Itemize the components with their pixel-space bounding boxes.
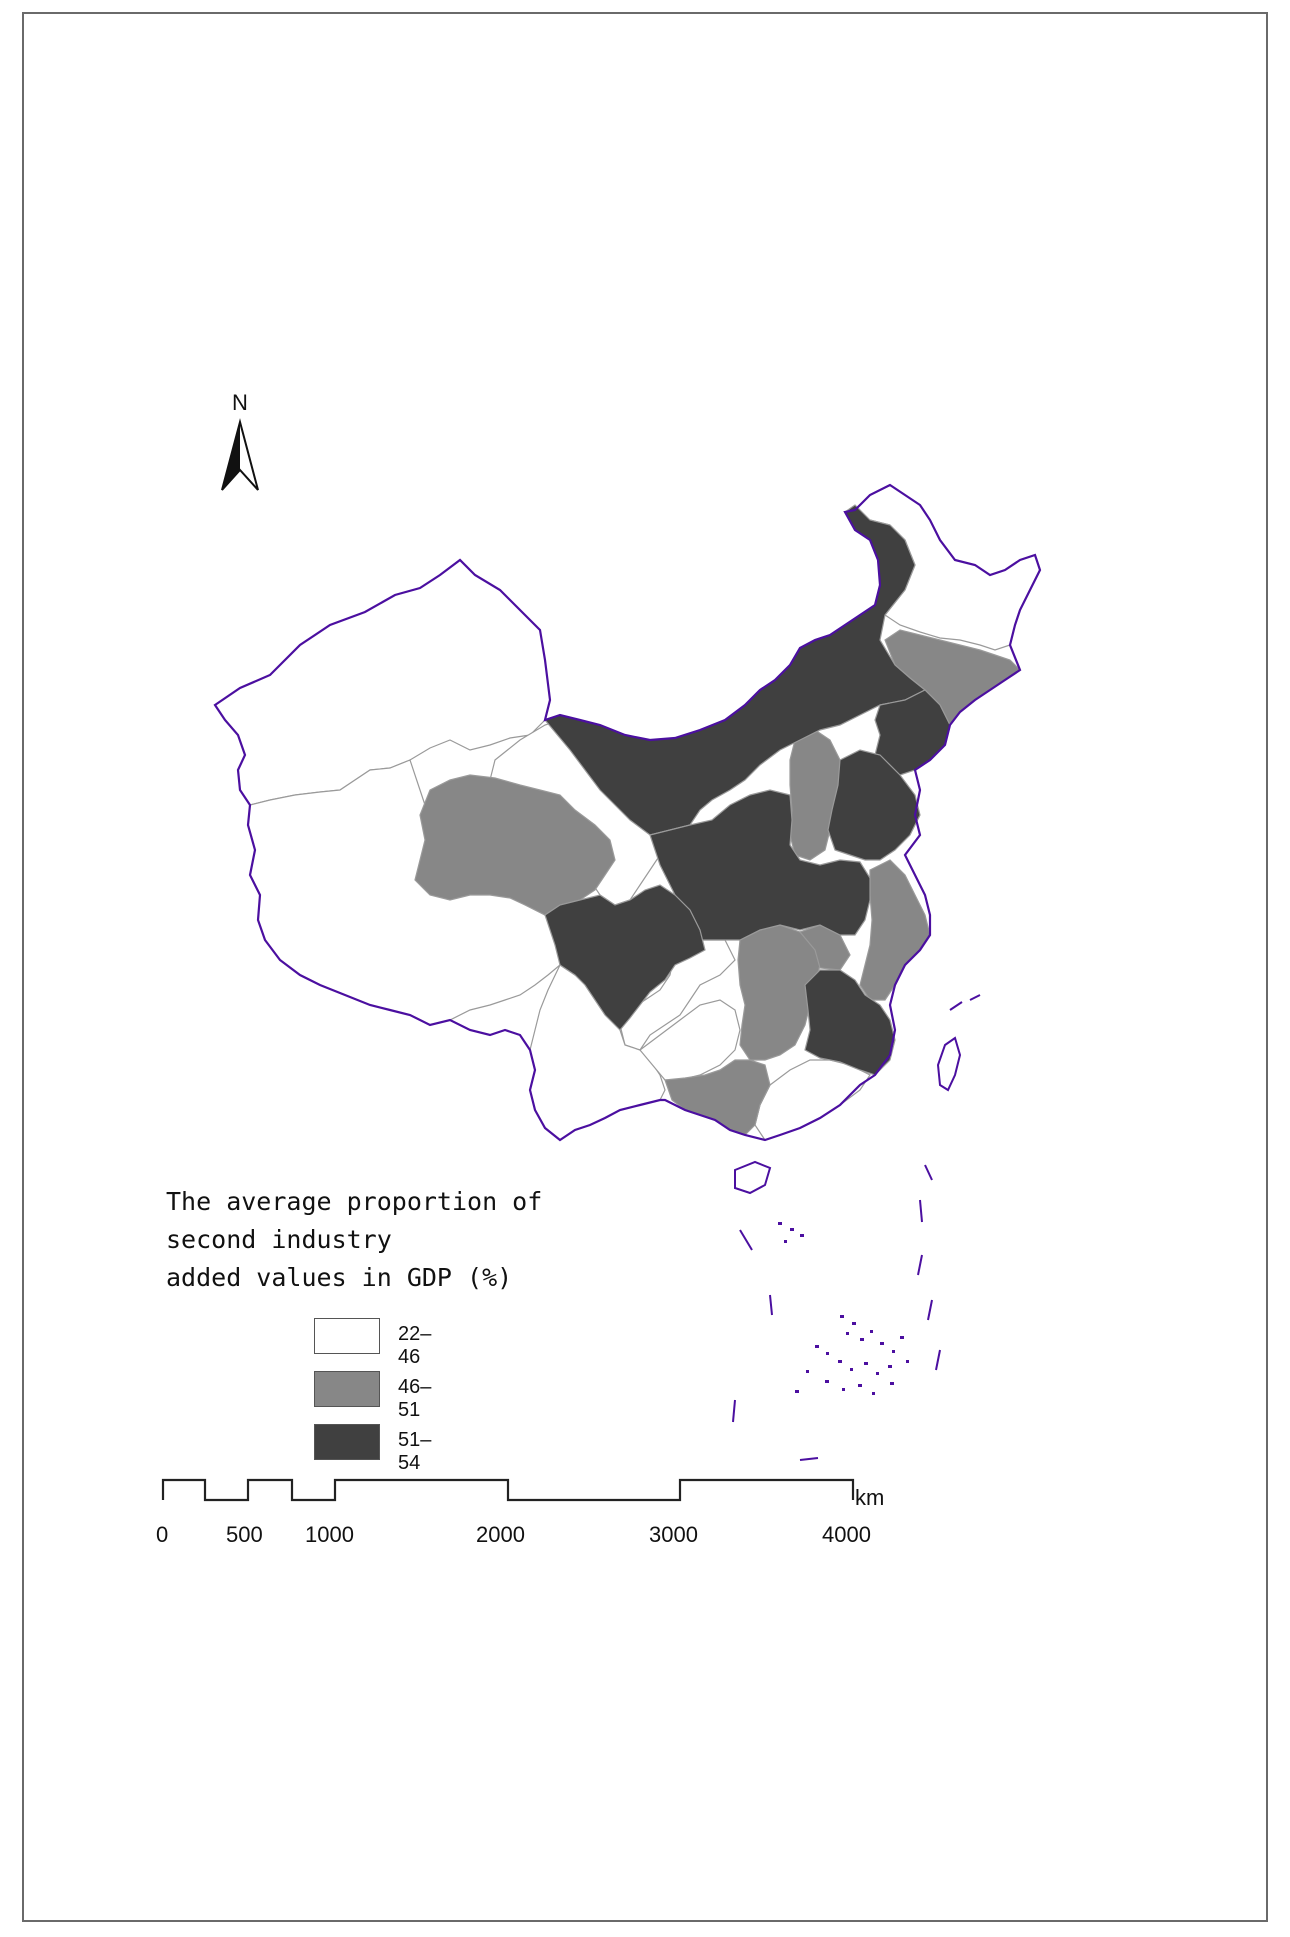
- region-hebei-shandong: [827, 749, 921, 861]
- scale-tick-label: 1000: [305, 1522, 354, 1547]
- north-arrow: N: [221, 390, 259, 491]
- scale-tick-label: 4000: [822, 1522, 871, 1547]
- north-arrow-label: N: [232, 390, 248, 415]
- dash-2: [769, 1294, 773, 1316]
- dash-9: [935, 1349, 941, 1371]
- legend-label: 22–46: [398, 1323, 432, 1368]
- region-class-dark: [543, 504, 951, 1076]
- islands-and-dashes: [732, 994, 981, 1461]
- region-class-light: [214, 484, 1041, 1141]
- region-anhui-fujian: [804, 969, 896, 1076]
- legend-label: 46–51: [398, 1376, 432, 1421]
- legend-title-line: second industry: [166, 1225, 392, 1254]
- legend-title: The average proportion of second industr…: [166, 1183, 542, 1297]
- dash-5: [924, 1164, 933, 1181]
- scale-bar: [161, 1478, 855, 1502]
- region-guangdong: [754, 1059, 871, 1141]
- dash-1: [739, 1229, 753, 1251]
- dash-8: [927, 1299, 933, 1321]
- region-class-medium: [414, 629, 1021, 1136]
- region-shanxi: [789, 729, 841, 861]
- dash-3: [732, 1399, 736, 1423]
- legend-swatch: [314, 1318, 380, 1354]
- scale-tick-label: 2000: [476, 1522, 525, 1547]
- legend-title-line: added values in GDP (%): [166, 1263, 513, 1292]
- region-sichuan: [544, 884, 706, 1031]
- island-taiwan: [936, 1036, 962, 1092]
- scale-bar-labels: km 0 500 1000 2000 3000 4000: [156, 1485, 884, 1547]
- scale-tick-label: 500: [226, 1522, 263, 1547]
- scale-bar-unit: km: [855, 1485, 884, 1510]
- dash-6: [919, 1199, 923, 1223]
- legend-swatch: [314, 1371, 380, 1407]
- dash-11: [969, 994, 981, 1001]
- dash-10: [949, 1001, 963, 1011]
- scale-tick-label: 3000: [649, 1522, 698, 1547]
- legend-title-line: The average proportion of: [166, 1187, 543, 1216]
- island-hainan: [734, 1160, 772, 1195]
- scale-tick-label: 0: [156, 1522, 168, 1547]
- dash-7: [917, 1254, 923, 1276]
- region-chongqing-guizhou-light: [619, 939, 736, 1051]
- legend-swatch: [314, 1424, 380, 1460]
- scale-bar-line: [161, 1478, 855, 1502]
- legend-label: 51–54: [398, 1429, 432, 1474]
- dash-4: [799, 1457, 819, 1461]
- national-border: [213, 483, 1042, 1142]
- reef-dots: [778, 1222, 909, 1395]
- map-frame: [22, 12, 1268, 1922]
